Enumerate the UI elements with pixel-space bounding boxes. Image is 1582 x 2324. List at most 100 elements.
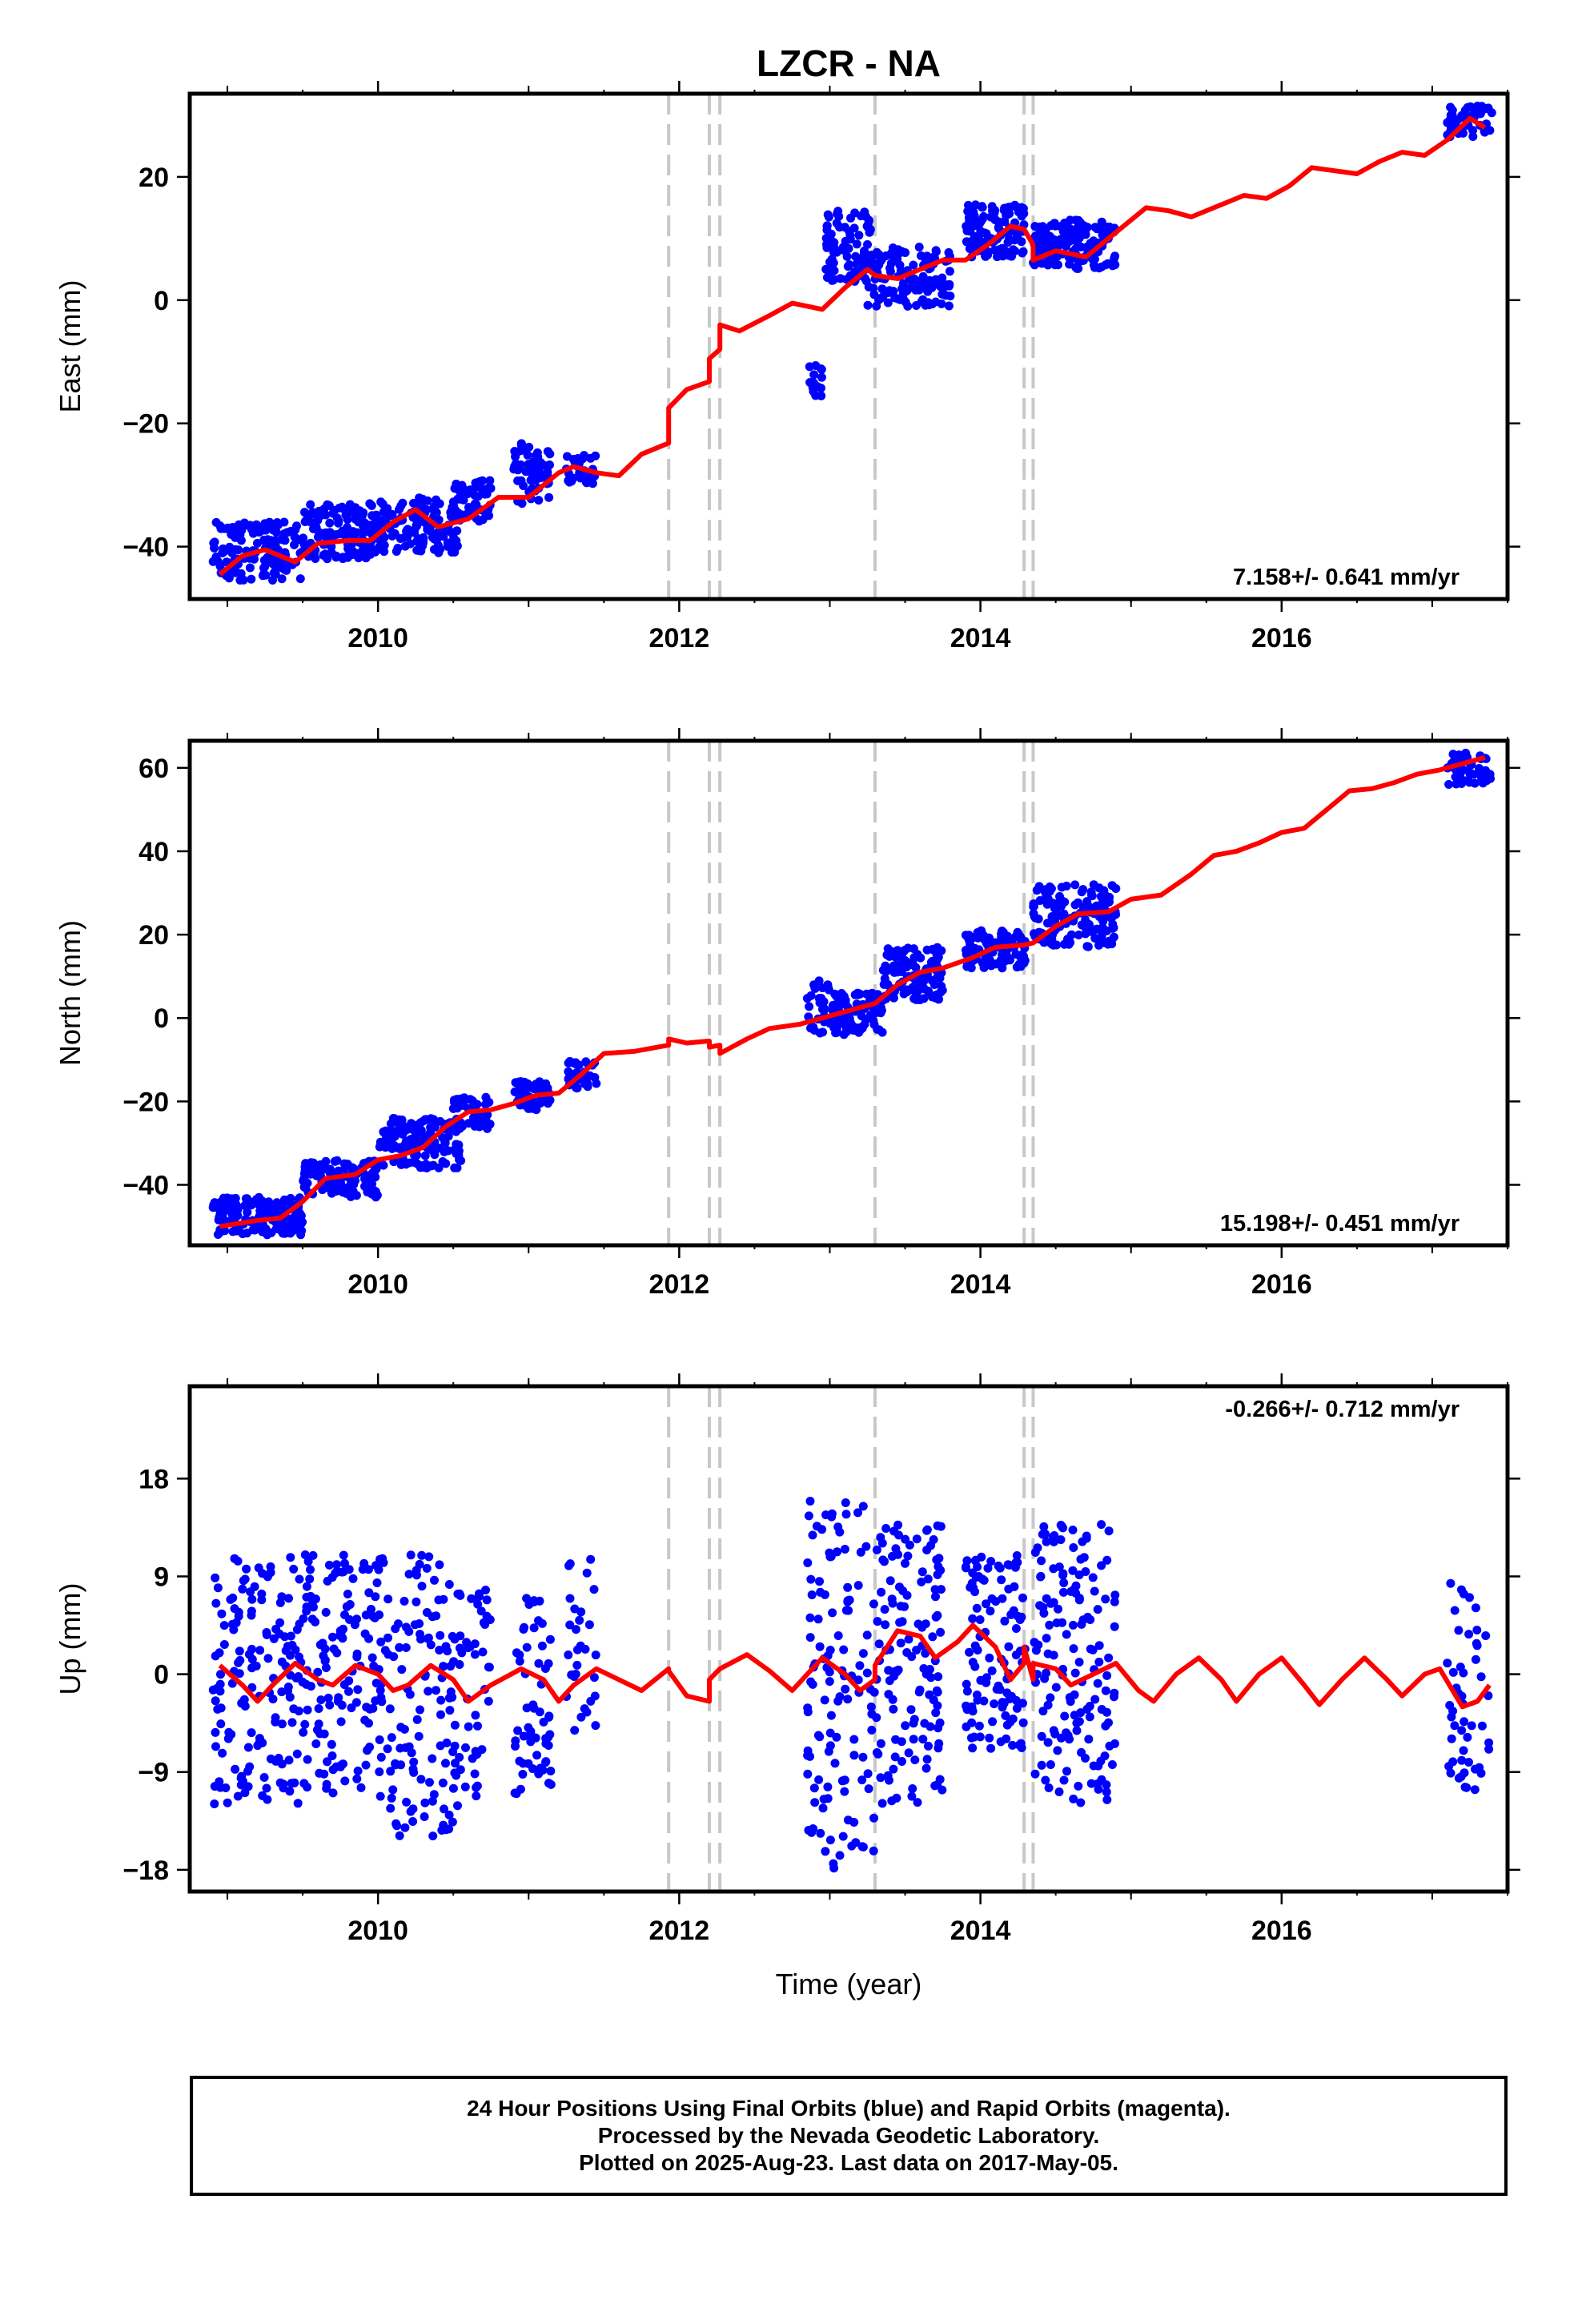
east-point [1005, 251, 1014, 260]
up-point [332, 1560, 341, 1570]
up-point [519, 1625, 528, 1634]
east-point [924, 300, 934, 310]
up-point [876, 1739, 885, 1748]
east-point [255, 524, 264, 533]
east-point [516, 446, 525, 456]
north-point [253, 1197, 263, 1206]
east-point [306, 500, 315, 509]
up-point [1097, 1520, 1106, 1530]
north-point [1470, 778, 1480, 788]
up-point [397, 1665, 407, 1675]
up-point [1470, 1785, 1480, 1795]
up-point [475, 1591, 484, 1601]
up-point [323, 1693, 333, 1703]
up-point [881, 1620, 890, 1630]
east-point [380, 517, 390, 526]
east-point [406, 539, 416, 549]
up-point [235, 1647, 244, 1656]
north-point [564, 1067, 573, 1076]
north-point [336, 1186, 346, 1196]
up-point [1446, 1768, 1456, 1778]
up-point [1094, 1657, 1104, 1667]
up-point [1065, 1735, 1074, 1744]
up-point [339, 1680, 349, 1690]
up-point [820, 1695, 829, 1705]
up-point [985, 1733, 994, 1743]
north-point [1066, 930, 1076, 939]
up-point [976, 1675, 986, 1685]
north-point [299, 1176, 308, 1186]
north-point [263, 1230, 272, 1240]
up-point [843, 1582, 853, 1592]
east-point [329, 505, 339, 515]
east-model-line [218, 115, 1487, 577]
up-point [835, 1692, 845, 1702]
up-point [1463, 1732, 1472, 1742]
up-point [428, 1831, 438, 1841]
up-point [913, 1798, 922, 1807]
up-point [803, 1746, 813, 1755]
up-point [515, 1656, 524, 1666]
up-point [300, 1719, 310, 1729]
north-point [987, 937, 997, 947]
up-point [877, 1587, 886, 1597]
up-point [233, 1791, 243, 1801]
up-point [998, 1703, 1007, 1712]
up-point [263, 1654, 273, 1663]
up-point [236, 1780, 246, 1790]
east-point [911, 285, 921, 295]
north-point [405, 1140, 415, 1149]
north-point [1444, 780, 1454, 789]
up-point [1057, 1733, 1066, 1743]
up-point [849, 1735, 859, 1744]
up-point [234, 1658, 243, 1667]
up-point [936, 1522, 946, 1531]
east-y-tick-label: −20 [122, 409, 169, 440]
north-point [845, 1014, 854, 1023]
north-point [485, 1120, 495, 1129]
up-data-points [208, 1497, 1494, 1873]
up-point [311, 1594, 320, 1604]
east-point [860, 246, 869, 255]
up-point [903, 1551, 913, 1561]
up-point [268, 1695, 278, 1704]
up-point [805, 1497, 815, 1506]
north-point [533, 1097, 543, 1107]
north-point [890, 952, 900, 962]
up-point [211, 1573, 220, 1582]
up-point [409, 1757, 419, 1767]
up-point [329, 1644, 339, 1654]
up-point [375, 1735, 384, 1744]
up-point [1101, 1686, 1110, 1695]
north-point [962, 947, 971, 957]
up-point [269, 1634, 279, 1643]
up-point [576, 1712, 586, 1722]
east-point [865, 225, 875, 235]
up-point [215, 1648, 224, 1658]
up-point [404, 1570, 414, 1579]
up-point [412, 1570, 421, 1580]
east-point [979, 211, 989, 221]
up-point [247, 1663, 257, 1673]
up-point [417, 1582, 427, 1591]
east-point [311, 554, 320, 563]
up-point [1072, 1726, 1082, 1735]
up-point [511, 1742, 520, 1751]
up-point [395, 1642, 404, 1652]
east-point [1011, 228, 1021, 238]
north-point [1087, 891, 1097, 901]
up-point [1457, 1755, 1467, 1765]
up-point [352, 1652, 362, 1662]
up-point [564, 1651, 573, 1659]
north-point [315, 1168, 325, 1177]
up-point [1447, 1712, 1456, 1722]
east-point [359, 508, 368, 517]
up-point [436, 1710, 445, 1719]
up-point [1448, 1757, 1458, 1767]
north-point [832, 1027, 841, 1037]
up-point [843, 1597, 853, 1606]
up-point [375, 1686, 385, 1695]
up-point [570, 1726, 580, 1735]
east-point [1456, 113, 1466, 123]
